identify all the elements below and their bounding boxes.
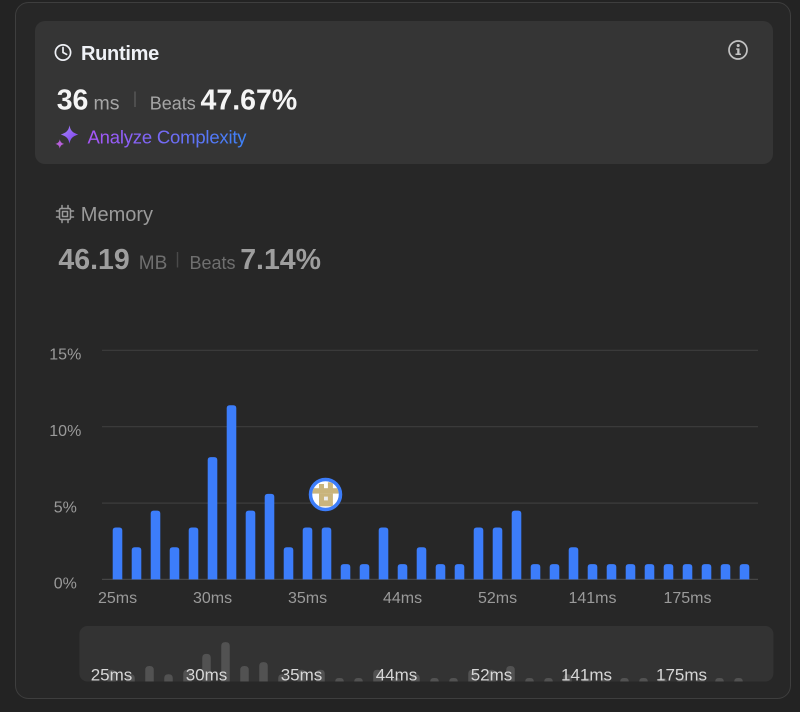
- svg-text:10%: 10%: [49, 423, 81, 440]
- svg-text:141ms: 141ms: [568, 590, 616, 607]
- svg-text:Beats: Beats: [150, 94, 196, 114]
- svg-text:30ms: 30ms: [186, 666, 228, 685]
- svg-text:25ms: 25ms: [98, 590, 137, 607]
- svg-text:52ms: 52ms: [471, 666, 513, 685]
- svg-text:35ms: 35ms: [281, 666, 323, 685]
- svg-text:25ms: 25ms: [91, 666, 133, 685]
- svg-text:5%: 5%: [54, 499, 77, 516]
- svg-text:46.19: 46.19: [58, 244, 129, 276]
- svg-text:0%: 0%: [54, 576, 77, 593]
- svg-text:141ms: 141ms: [561, 666, 612, 685]
- svg-text:47.67%: 47.67%: [201, 85, 298, 117]
- svg-text:Beats: Beats: [190, 253, 236, 273]
- svg-text:Runtime: Runtime: [81, 43, 159, 65]
- svg-text:35ms: 35ms: [288, 590, 327, 607]
- svg-text:MB: MB: [139, 253, 168, 274]
- svg-text:175ms: 175ms: [656, 666, 707, 685]
- svg-text:30ms: 30ms: [193, 590, 232, 607]
- svg-text:44ms: 44ms: [376, 666, 418, 685]
- svg-text:175ms: 175ms: [663, 590, 711, 607]
- svg-text:Analyze Complexity: Analyze Complexity: [88, 127, 248, 148]
- svg-text:ms: ms: [94, 93, 120, 115]
- svg-text:44ms: 44ms: [383, 590, 422, 607]
- svg-text:15%: 15%: [49, 347, 81, 364]
- svg-text:36: 36: [57, 85, 89, 117]
- svg-text:Memory: Memory: [81, 204, 153, 226]
- svg-text:52ms: 52ms: [478, 590, 517, 607]
- svg-text:7.14%: 7.14%: [240, 244, 321, 276]
